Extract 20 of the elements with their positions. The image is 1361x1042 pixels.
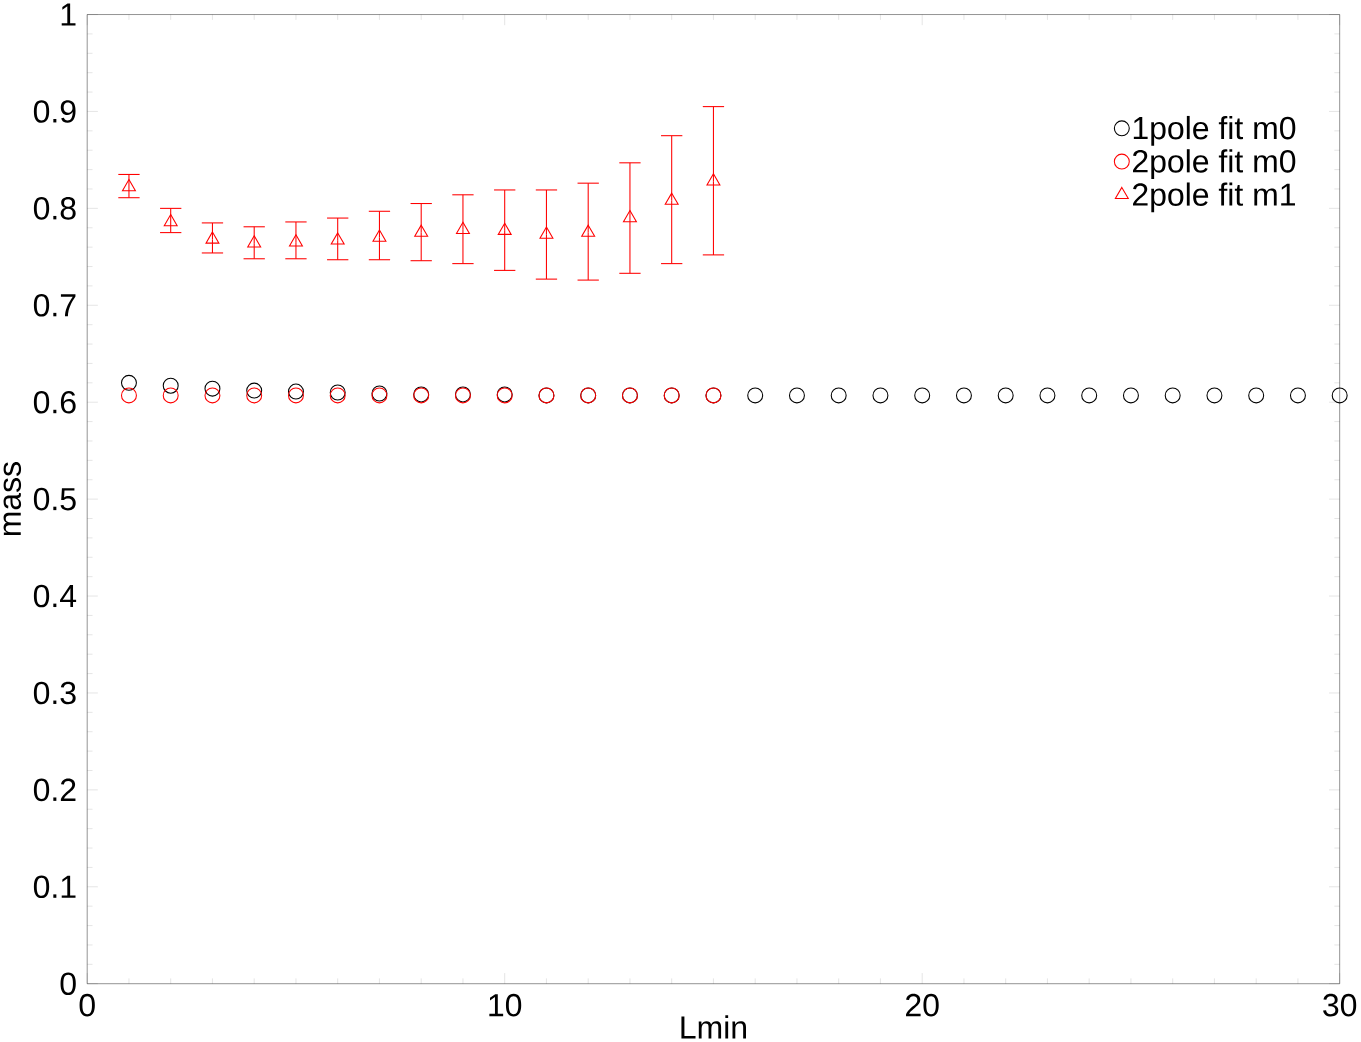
y-tick-label: 0 bbox=[60, 972, 76, 996]
y-axis-title: mass bbox=[3, 462, 22, 536]
y-tick-label: 0.6 bbox=[33, 390, 76, 414]
y-tick-label: 0.1 bbox=[33, 875, 76, 899]
x-tick-label: 20 bbox=[906, 993, 939, 1017]
y-tick-label: 0.9 bbox=[33, 100, 76, 123]
x-tick-label: 30 bbox=[1323, 993, 1357, 1017]
y-tick-label: 0.8 bbox=[33, 197, 76, 220]
y-tick-label: 1 bbox=[61, 3, 76, 26]
x-tick-label: 10 bbox=[489, 993, 522, 1017]
legend-label: 2pole fit m0 bbox=[1133, 149, 1296, 179]
x-axis-title: Lmin bbox=[681, 1015, 746, 1039]
legend-label: 2pole fit m1 bbox=[1133, 182, 1295, 213]
y-tick-label: 0.4 bbox=[33, 584, 77, 608]
y-tick-label: 0.5 bbox=[33, 487, 76, 511]
x-tick-label: 0 bbox=[79, 993, 95, 1017]
y-tick-label: 0.7 bbox=[33, 293, 76, 317]
legend-label: 1pole fit m0 bbox=[1133, 115, 1296, 146]
y-tick-label: 0.3 bbox=[33, 681, 76, 705]
y-tick-label: 0.2 bbox=[33, 778, 76, 802]
